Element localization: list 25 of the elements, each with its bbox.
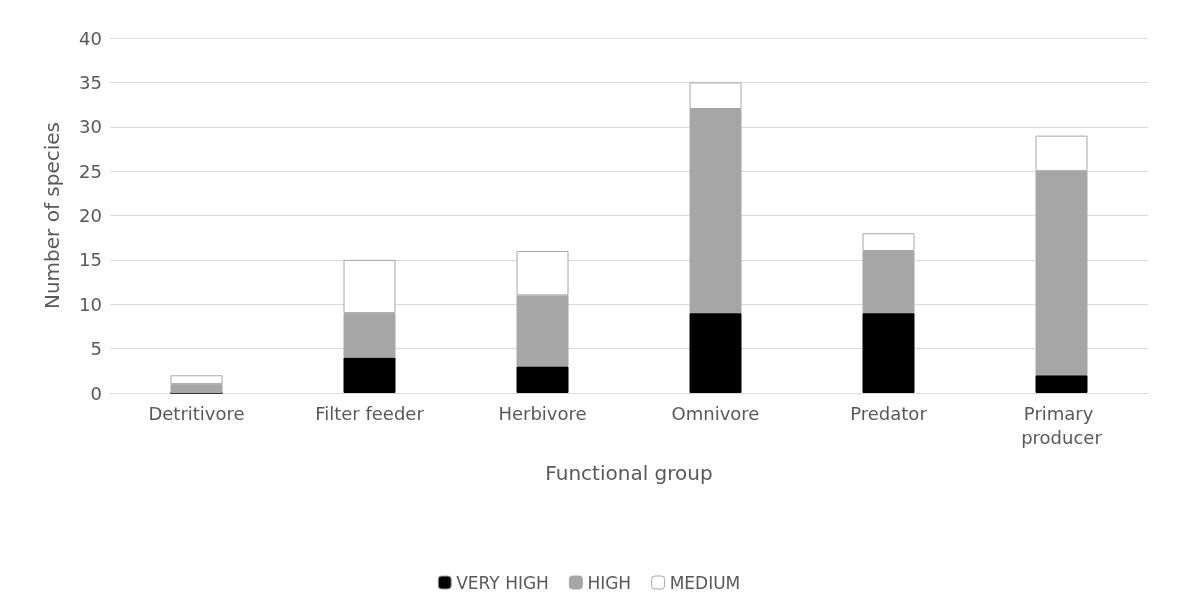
bar	[1035, 375, 1088, 393]
bar	[862, 313, 915, 393]
y-tick-label: 20	[79, 205, 102, 226]
legend-label: HIGH	[587, 572, 632, 593]
y-tick-label: 40	[79, 27, 102, 49]
y-tick-label: 15	[79, 249, 102, 271]
x-tick-label: Primary producer	[1021, 402, 1103, 448]
y-tick-label: 10	[79, 293, 102, 315]
y-tick-label: 25	[79, 160, 102, 182]
legend-label: MEDIUM	[669, 572, 741, 593]
x-tick-label: Filter feeder	[315, 402, 425, 424]
y-tick-label: 0	[90, 382, 102, 404]
bar	[689, 313, 742, 393]
x-tick-label: Herbivore	[498, 402, 587, 424]
y-tick-label: 5	[90, 338, 102, 360]
y-axis-title: Number of species	[40, 121, 64, 310]
legend-label: VERY HIGH	[456, 572, 549, 593]
y-tick-label: 30	[79, 116, 102, 138]
x-axis-title: Functional group	[545, 461, 713, 485]
x-tick-label: Detritivore	[148, 402, 245, 424]
y-tick-label: 35	[79, 71, 102, 93]
bar	[516, 366, 569, 393]
x-tick-label: Predator	[850, 402, 928, 424]
bar	[343, 357, 396, 393]
x-tick-label: Omnivore	[671, 402, 760, 424]
